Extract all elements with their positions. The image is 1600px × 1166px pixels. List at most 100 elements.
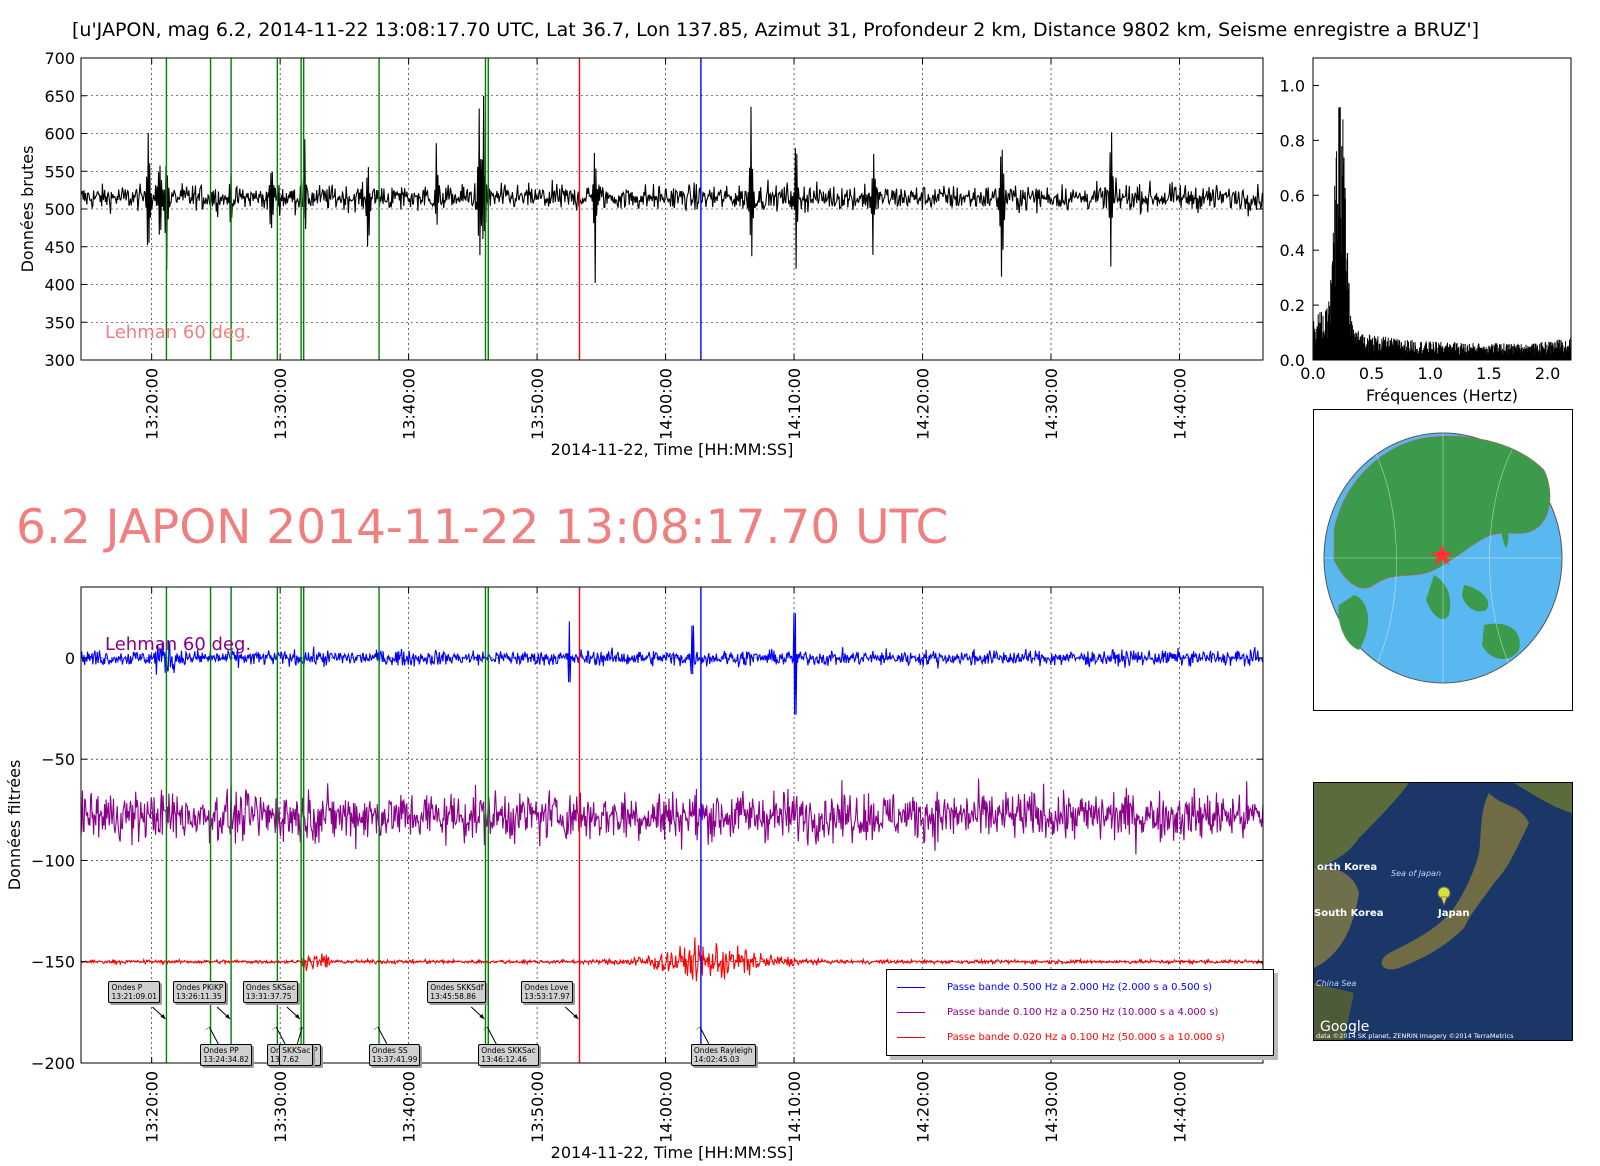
series-line-filtered-1 [80,778,1264,855]
satellite-map-inset: orth Korea Sea of Japan South Korea Japa… [1313,782,1573,1041]
phase-pick-arrowhead [479,1014,485,1019]
phase-pick-time: 13:26:11.35 [176,992,222,1001]
phase-pick-label: Ondes PP 13:24:34.82 [200,1044,252,1066]
ytick-label-filtered-3: −150 [31,953,75,972]
epicenter-star-icon [1431,544,1453,565]
xtick-label-filtered-4: 14:00:00 [657,1071,676,1143]
label-japan: Japan [1437,908,1470,919]
phase-pick-label: SKKSac 7.62 [279,1044,314,1066]
phase-pick-time: 13:53:17.97 [524,992,570,1001]
xtick-label-raw-7: 14:30:00 [1042,368,1061,440]
xtick-label-raw-4: 14:00:00 [657,368,676,440]
land-japan [1381,793,1529,970]
xtick-label-raw-0: 13:20:00 [143,368,162,440]
phase-pick-arrow [296,1026,303,1045]
phase-pick-time: 13:21:09.01 [111,992,158,1001]
phase-pick-name: SKKSac [282,1046,311,1055]
legend-entry-blue: Passe bande 0.500 Hz a 2.000 Hz (2.000 s… [897,980,1212,994]
ytick-label-filtered-2: −100 [31,851,75,870]
ylabel-filtered: Données filtrées [5,760,24,891]
annotation-raw: Lehman 60 deg. [105,322,251,343]
ytick-label-raw-1: 350 [44,313,75,332]
phase-pick-time: 13:46:12.46 [481,1055,527,1064]
phase-pick-name: Ondes PP [203,1046,239,1055]
phase-pick-arrowhead [372,1027,378,1031]
globe-map [1323,432,1563,684]
spec-ytick-label-4: 0.8 [1280,131,1305,150]
phase-pick-name: Ondes SKKSac [481,1046,536,1055]
xtick-label-raw-1: 13:30:00 [271,368,290,440]
ytick-label-raw-7: 650 [44,87,75,106]
phase-pick-name: Ondes P [111,983,143,992]
plot-frame-filtered [80,586,1264,1064]
phase-pick-arrow [699,1026,710,1045]
suptitle: [u'JAPON, mag 6.2, 2014-11-22 13:08:17.7… [72,19,1480,41]
phase-pick-arrow [486,1026,497,1045]
spec-xlabel: Fréquences (Hertz) [1366,386,1518,405]
xtick-label-filtered-0: 13:20:00 [143,1071,162,1143]
phase-pick-name: Ondes SKSac [245,983,296,992]
phase-pick-arrow [208,1026,219,1045]
phase-pick-time: 13:24:34.82 [203,1055,249,1064]
ylabel-raw: Données brutes [18,146,37,273]
spectrum-frame [1312,57,1572,361]
phase-pick-arrow [377,1026,388,1045]
land-sakhalin [1514,783,1572,813]
xtick-label-filtered-6: 14:20:00 [914,1071,933,1143]
legend-entry-red: Passe bande 0.020 Hz a 0.100 Hz (50.000 … [897,1030,1225,1044]
panel-spectrum [1312,57,1572,361]
globe-japan [1501,520,1509,548]
phase-pick-arrowhead [573,1014,579,1019]
map-pin-tail-icon [1440,896,1448,907]
xtick-label-filtered-8: 14:40:00 [1170,1071,1189,1143]
spec-xtick-label-1: 0.5 [1359,364,1384,383]
phase-pick-arrowhead [694,1027,700,1031]
phase-pick-name: Ondes Love [524,983,569,992]
phase-pick-label: Ondes P 13:21:09.01 [108,981,161,1003]
panel-raw [80,57,1264,361]
label-north-korea: orth Korea [1317,862,1377,873]
spec-ytick-label-3: 0.6 [1280,186,1305,205]
big-title: 6.2 JAPON 2014-11-22 13:08:17.70 UTC [16,500,949,555]
phase-pick-arrowhead [294,1014,300,1019]
phase-pick-time: 7.62 [282,1055,299,1064]
globe-inset [1313,409,1573,711]
xtick-label-raw-2: 13:40:00 [400,368,419,440]
xtick-label-raw-3: 13:50:00 [528,368,547,440]
legend-label-red: Passe bande 0.020 Hz a 0.100 Hz (50.000 … [947,1031,1225,1043]
legend: Passe bande 0.500 Hz a 2.000 Hz (2.000 s… [886,969,1274,1056]
phase-pick-time: 13:37:41.99 [371,1055,418,1064]
ytick-label-raw-8: 700 [44,49,75,68]
label-sea-of-japan: Sea of Japan [1391,869,1441,878]
phase-pick-arrowhead [271,1027,277,1031]
xtick-label-raw-5: 14:10:00 [785,368,804,440]
phase-pick-label: Ondes SKKSdf 13:45:58.86 [427,981,487,1003]
phase-pick-label: Ondes SKKSac 13:46:12.46 [478,1044,539,1066]
land-mainland [1314,783,1409,868]
label-south-korea: South Korea [1314,908,1383,919]
series-line-filtered-0 [80,613,1264,715]
phase-pick-arrow [275,1026,286,1045]
land-china [1314,983,1354,1040]
series-line-raw-0 [80,95,1264,284]
xtick-label-filtered-7: 14:30:00 [1042,1071,1061,1143]
xtick-label-raw-6: 14:20:00 [914,368,933,440]
ytick-label-filtered-1: −50 [41,750,75,769]
xtick-label-raw-8: 14:40:00 [1170,368,1189,440]
phase-pick-arrowhead [297,1027,303,1031]
ytick-label-raw-0: 300 [44,351,75,370]
spec-xtick-label-2: 1.0 [1418,364,1443,383]
google-logo: Google [1320,1019,1369,1035]
xtick-label-filtered-5: 14:10:00 [785,1071,804,1143]
ytick-label-raw-2: 400 [44,276,75,295]
ytick-label-filtered-4: −200 [31,1054,75,1073]
xtick-label-filtered-3: 13:50:00 [528,1071,547,1143]
legend-swatch-purple [897,1011,925,1013]
globe-seasia [1462,585,1489,612]
xtick-label-filtered-2: 13:40:00 [400,1071,419,1143]
phase-pick-time: 14:02:45.03 [693,1055,740,1064]
ytick-label-filtered-0: 0 [65,649,75,668]
spec-ytick-label-2: 0.4 [1280,241,1305,260]
ytick-label-raw-6: 600 [44,125,75,144]
